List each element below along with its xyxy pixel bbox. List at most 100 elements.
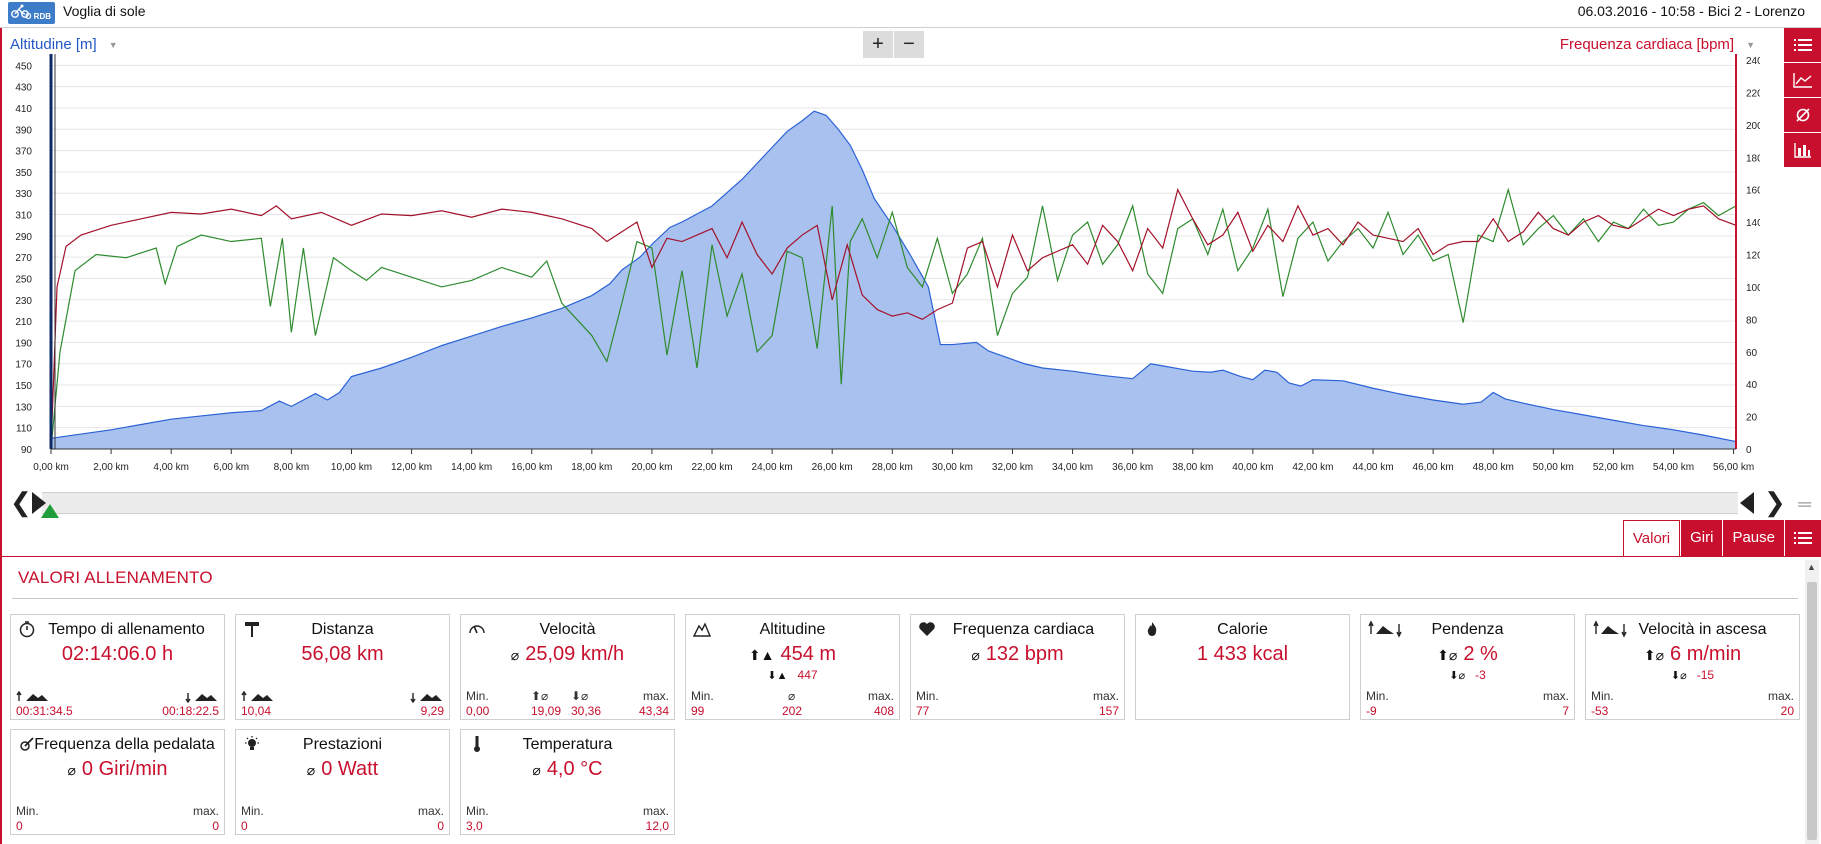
chart-axes: 90 110 130 150 170 190 210 230 250 270 290 310 330 35… [15, 54, 1760, 473]
right-tick-label: 80 [1746, 315, 1758, 326]
chart-average-button[interactable] [1784, 98, 1821, 133]
range-scrubber[interactable]: ❮ ❯ ═ [0, 486, 1821, 518]
scrubber-track[interactable] [42, 492, 1738, 514]
scrollbar-thumb[interactable] [1807, 582, 1817, 840]
x-tick-label: 2,00 km [93, 462, 129, 473]
altitude-area [51, 111, 1736, 450]
tab-pause[interactable]: Pause [1722, 520, 1784, 556]
scroll-right-button[interactable]: ❯ [1764, 487, 1786, 517]
list-icon [1794, 532, 1812, 544]
downhill-time: 00:18:22.5 [162, 704, 219, 718]
max-label: max. [1767, 689, 1794, 703]
card-label: Temperatura [522, 736, 613, 753]
right-tick-label: 140 [1746, 218, 1760, 229]
zoom-out-button[interactable]: − [894, 31, 924, 58]
session-info: 06.03.2016 - 10:58 - Bici 2 - Lorenzo [1578, 3, 1805, 19]
chart-list-button[interactable] [1784, 28, 1821, 63]
app-logo[interactable]: O RDB [8, 2, 55, 24]
panel-menu-button[interactable] [1784, 520, 1821, 556]
card-label: Pendenza [1431, 621, 1504, 638]
x-tick-label: 36,00 km [1112, 462, 1153, 473]
min-value: 99 [691, 704, 705, 718]
card-gradient: Pendenza ⬆⌀ 2 % ⬇⌀ -3 Min. -9 max. 7 [1360, 614, 1575, 720]
bar-chart-icon [1793, 143, 1811, 158]
heart-rate-line [50, 187, 1737, 450]
right-axis-label: Frequenza cardiaca [bpm] [1559, 36, 1735, 53]
downhill-average-vertical-speed: -15 [1696, 668, 1715, 682]
average-speed: 25,09 km/h [525, 643, 625, 665]
average-icon: ⌀ [510, 647, 520, 663]
max-label: max. [1092, 689, 1119, 703]
chart-toolbar [1784, 28, 1821, 168]
left-tick-label: 210 [15, 317, 32, 328]
chart-bars-button[interactable] [1784, 133, 1821, 168]
x-tick-label: 48,00 km [1473, 462, 1514, 473]
right-tick-label: 100 [1746, 283, 1760, 294]
x-tick-label: 0,00 km [33, 462, 69, 473]
uphill-average-gradient: 2 % [1463, 643, 1498, 665]
card-training-time: Tempo di allenamento 02:14:06.0 h 00:31:… [10, 614, 225, 720]
chart-line-button[interactable] [1784, 63, 1821, 98]
card-label: Prestazioni [302, 736, 383, 753]
tab-valori[interactable]: Valori [1622, 520, 1681, 556]
left-tick-label: 390 [15, 125, 32, 136]
x-tick-label: 56,00 km [1713, 462, 1754, 473]
card-altitude: Altitudine ⬆▲ 454 m ⬇▲ 447 Min. 99 ⌀ 202 m… [685, 614, 900, 720]
card-value: ⌀ 0 Watt [236, 758, 449, 781]
card-sub-value: ⬇⌀ -3 [1361, 668, 1574, 682]
up-down-icon [1593, 620, 1627, 638]
tab-giri[interactable]: Giri [1680, 520, 1723, 556]
right-tick-label: 200 [1746, 121, 1760, 132]
x-tick-label: 44,00 km [1352, 462, 1393, 473]
uphill-distance: 10,04 [241, 704, 272, 718]
average-cadence: 0 Giri/min [81, 758, 168, 780]
flame-icon [1147, 622, 1157, 636]
average-icon: ⌀ [67, 762, 76, 778]
drag-handle-icon[interactable]: ═ [1798, 494, 1811, 514]
card-sub-value: ⬇▲ 447 [686, 668, 899, 682]
left-tick-label: 130 [15, 402, 32, 413]
left-tick-label: 110 [16, 424, 32, 435]
panel-divider [0, 556, 1821, 557]
min-value: 0,00 [466, 704, 490, 718]
right-tick-label: 20 [1746, 413, 1758, 424]
range-end-handle[interactable] [1740, 492, 1754, 514]
right-axis-select[interactable]: Frequenza cardiaca [bpm] ▼ [1560, 36, 1755, 53]
x-tick-label: 18,00 km [571, 462, 612, 473]
card-heart-rate: Frequenza cardiaca ⌀ 132 bpm Min. 77 max.… [910, 614, 1125, 720]
min-label: Min. [1366, 689, 1389, 703]
altitude-line [50, 110, 1737, 443]
max-label: max. [1542, 689, 1569, 703]
panel-scrollbar[interactable]: ▲ [1805, 560, 1819, 844]
average-power: 0 Watt [321, 758, 379, 780]
heart-rate-series [50, 187, 1737, 450]
left-axis-select[interactable]: Altitudine [m] ▼ [10, 36, 118, 53]
min-value: 0 [241, 819, 248, 833]
average-icon: ⌀ [788, 689, 796, 703]
min-value: -53 [1591, 704, 1609, 718]
scroll-left-button[interactable]: ❮ [10, 487, 32, 517]
x-tick-label: 30,00 km [932, 462, 973, 473]
training-chart[interactable]: 90 110 130 150 170 190 210 230 250 270 290 310 330 35… [0, 48, 1760, 480]
separator: - [1695, 3, 1708, 19]
line-chart-icon [1792, 73, 1812, 88]
max-value: 157 [1098, 704, 1119, 718]
left-axis-label: Altitudine [m] [10, 36, 97, 53]
left-tick-label: 170 [15, 360, 32, 371]
card-sub-value: ⬇⌀ -15 [1586, 668, 1799, 682]
min-value: -9 [1366, 704, 1377, 718]
right-tick-label: 160 [1746, 186, 1760, 197]
x-tick-label: 42,00 km [1292, 462, 1333, 473]
average-heart-rate: 132 bpm [985, 643, 1064, 665]
position-marker[interactable] [41, 504, 59, 518]
min-value: 0 [16, 819, 23, 833]
zoom-in-button[interactable]: + [863, 31, 893, 58]
max-label: max. [417, 804, 444, 818]
x-tick-label: 52,00 km [1593, 462, 1634, 473]
session-user: Lorenzo [1754, 3, 1805, 19]
left-tick-label: 330 [15, 189, 32, 200]
uphill-average-icon: ⬆⌀ [1437, 647, 1458, 663]
scroll-up-icon[interactable]: ▲ [1807, 562, 1816, 572]
up-down-icon [1368, 620, 1402, 638]
average-temperature: 4,0 °C [546, 758, 603, 780]
